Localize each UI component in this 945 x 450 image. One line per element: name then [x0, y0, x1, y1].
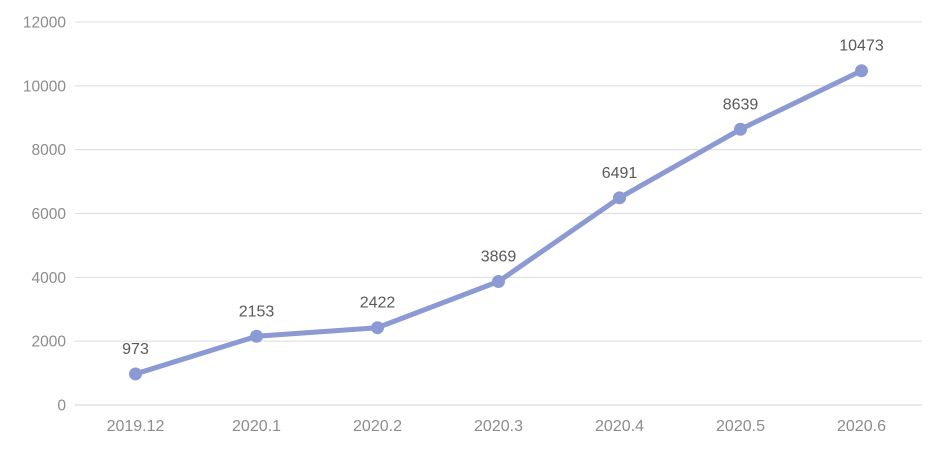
data-point-label: 2422 [360, 295, 396, 312]
data-point-label: 8639 [723, 96, 759, 113]
data-point-label: 3869 [481, 249, 517, 266]
x-axis-tick-label: 2020.4 [595, 418, 644, 435]
x-axis-tick-label: 2020.6 [837, 418, 886, 435]
data-point[interactable] [734, 122, 747, 136]
y-axis-tick-label: 4000 [32, 270, 67, 287]
x-axis-tick-label: 2020.5 [716, 418, 765, 435]
y-axis-tick-label: 0 [57, 398, 66, 415]
data-point-label: 6491 [602, 165, 638, 182]
data-point[interactable] [129, 367, 142, 381]
data-point-label: 973 [122, 341, 149, 358]
y-axis-tick-label: 6000 [32, 206, 67, 223]
data-point-label: 10473 [839, 38, 884, 55]
x-axis-tick-label: 2020.2 [353, 418, 402, 435]
series-line [133, 68, 864, 377]
y-axis-tick-label: 10000 [23, 78, 66, 95]
data-point-label: 2153 [239, 303, 275, 320]
y-axis-tick-label: 12000 [23, 15, 66, 32]
x-axis-tick-label: 2020.3 [474, 418, 523, 435]
x-axis-tick-label: 2020.1 [232, 418, 281, 435]
data-point[interactable] [613, 191, 626, 205]
data-point[interactable] [855, 64, 868, 78]
y-axis-tick-label: 2000 [32, 334, 67, 351]
y-axis-tick-label: 8000 [32, 142, 67, 159]
data-point[interactable] [492, 275, 505, 289]
data-point[interactable] [250, 329, 263, 343]
data-point[interactable] [371, 321, 384, 335]
x-axis-tick-label: 2019.12 [107, 418, 165, 435]
